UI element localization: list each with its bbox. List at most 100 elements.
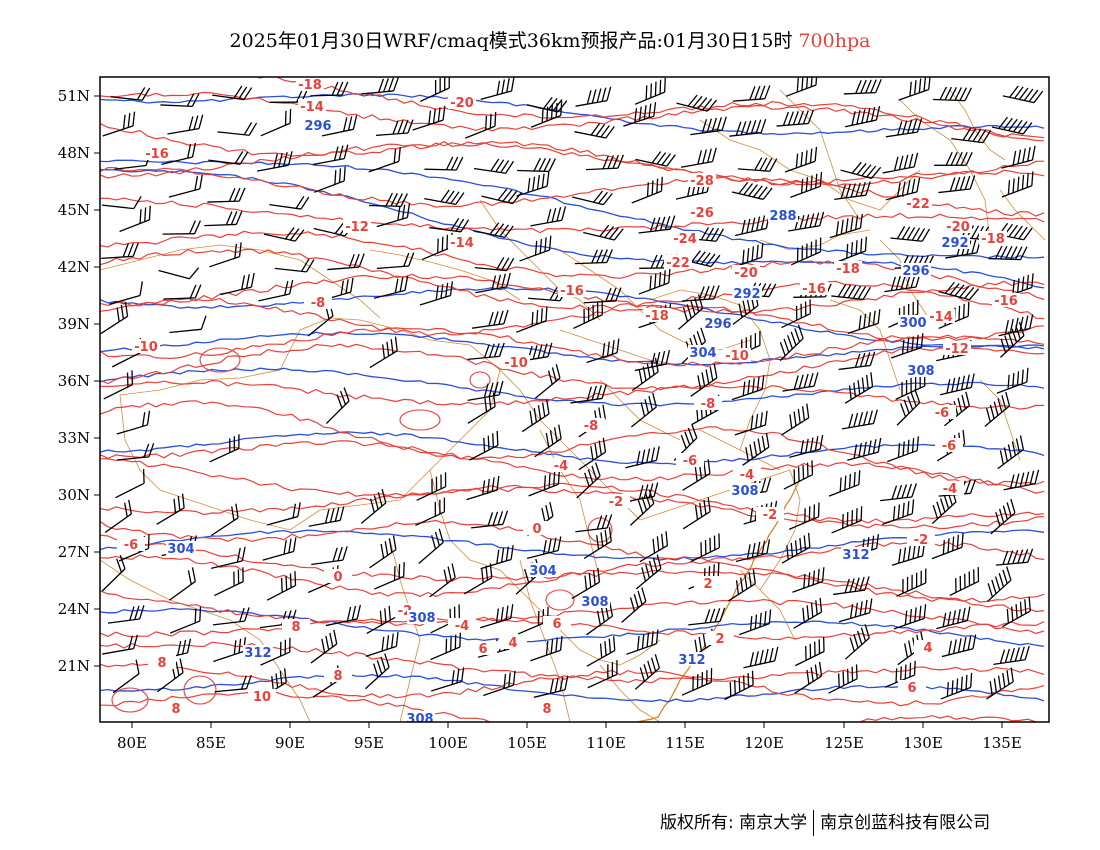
wind-barb [101, 242, 139, 260]
temperature-contour [100, 91, 1045, 139]
wind-barb [258, 279, 294, 302]
temperature-contour [100, 554, 1045, 603]
temperature-contour [100, 248, 1045, 320]
temperature-contour [100, 230, 1045, 301]
height-label: 296 [902, 264, 929, 279]
wind-barb [430, 667, 465, 692]
wind-barb [1001, 273, 1034, 299]
wind-barb [938, 281, 980, 301]
wind-barb [472, 309, 509, 329]
wind-barb [213, 637, 246, 663]
lon-tick-label: 95E [354, 734, 384, 752]
height-contour [100, 159, 1045, 259]
wind-barb [260, 637, 291, 666]
wind-barb [991, 116, 1033, 135]
wind-barb [934, 151, 973, 166]
wind-barb [169, 606, 202, 634]
height-contour [100, 367, 1045, 407]
wind-barb [473, 158, 515, 174]
wind-barb [727, 569, 756, 602]
label-background [732, 265, 760, 279]
label-background [523, 521, 551, 535]
wind-barb [881, 499, 915, 526]
height-label: 308 [581, 595, 608, 610]
wind-barb [776, 109, 814, 127]
wind-barb [828, 664, 858, 694]
wind-barb [788, 211, 825, 232]
temperature-loop [545, 589, 575, 611]
wind-barb [795, 637, 825, 667]
wind-barb [325, 604, 361, 627]
wind-barb [376, 203, 411, 228]
temperature-loop [111, 687, 149, 713]
height-contour [100, 168, 1045, 289]
wind-barb [110, 87, 151, 101]
label-background [528, 563, 558, 577]
wind-barb [208, 151, 249, 165]
lon-tick-label: 135E [982, 734, 1022, 752]
label-background [602, 494, 630, 508]
wind-barb [781, 299, 811, 329]
wind-barb [217, 122, 258, 136]
wind-barb [939, 373, 975, 396]
wind-barb [480, 604, 514, 629]
border-line [879, 239, 931, 321]
border-line [829, 299, 901, 391]
wind-barb [785, 77, 818, 97]
wind-barb [941, 634, 977, 658]
lon-tick-label: 110E [586, 734, 626, 752]
wind-barb [688, 607, 726, 626]
wind-barb [416, 472, 447, 501]
temperature-label: -4 [943, 482, 957, 497]
wind-barb [890, 226, 931, 242]
wind-barb [638, 215, 676, 234]
wind-barb [312, 144, 349, 166]
wind-barb [623, 101, 657, 127]
lon-tick-label: 130E [903, 734, 943, 752]
wind-barb [116, 410, 151, 435]
label-background [756, 507, 784, 521]
wind-barb [101, 195, 142, 210]
wind-barb [847, 437, 882, 461]
temperature-loop [399, 409, 441, 431]
temperature-label: -4 [554, 459, 568, 474]
wind-barb [369, 336, 398, 369]
wind-barb [690, 533, 720, 563]
height-label: 308 [907, 364, 934, 379]
wind-barb [214, 567, 244, 597]
wind-barb [831, 506, 863, 534]
wind-barb [677, 294, 704, 330]
wind-barb [896, 389, 921, 426]
label-background [688, 173, 716, 187]
wind-barb [530, 635, 563, 662]
height-contour [100, 431, 1045, 466]
wind-barb [724, 670, 754, 701]
wind-barb [107, 605, 145, 624]
wind-barb [781, 403, 810, 436]
wind-barb [467, 342, 505, 360]
temperature-label: -22 [666, 256, 690, 271]
label-background [906, 363, 936, 377]
wind-barb [998, 314, 1034, 337]
wind-barb [847, 309, 881, 334]
wind-barb [516, 172, 550, 197]
temperature-contour [100, 691, 1039, 722]
label-background [676, 453, 704, 467]
wind-barb [891, 541, 926, 566]
wind-barb [534, 364, 561, 399]
temperature-label: -18 [981, 232, 1005, 247]
temperature-loop [469, 371, 491, 389]
wind-barb [732, 85, 771, 102]
temperature-label: -16 [994, 294, 1018, 309]
wind-barb [310, 629, 338, 664]
label-background [732, 286, 762, 300]
wind-barb [169, 315, 207, 334]
wind-barb [480, 77, 515, 101]
wind-barb [621, 587, 647, 623]
wind-barb [882, 152, 919, 174]
wind-barb [1001, 145, 1036, 169]
wind-barb [782, 372, 819, 392]
temperature-label: -16 [560, 284, 584, 299]
label-background [543, 616, 571, 630]
label-background [677, 652, 707, 666]
